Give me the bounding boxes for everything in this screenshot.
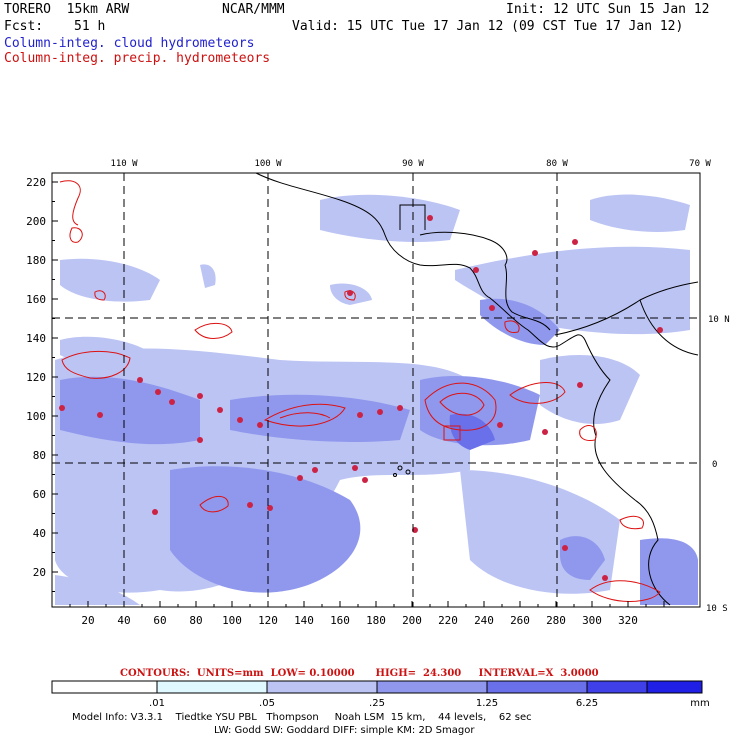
x-tick-label: 240: [474, 614, 494, 627]
precip-cell-sw: [199, 496, 229, 513]
colorbar-label: 6.25: [576, 698, 598, 709]
model-title: TORERO 15km ARW: [4, 2, 130, 17]
precip-box: [443, 425, 461, 441]
galapagos-island-3: [393, 473, 397, 477]
longitude-labels: 110 W 100 W 90 W 80 W 70 W: [110, 159, 711, 169]
y-tick-labels: 220 200 180 160 140 120 100 80 60 40 20: [26, 176, 46, 579]
x-tick-label: 260: [510, 614, 530, 627]
model-info-line1: Model Info: V3.3.1 Tiedtke YSU PBL Thomp…: [72, 712, 532, 723]
precip-cell-colombia: [579, 425, 597, 441]
x-tick-label: 100: [222, 614, 242, 627]
precip-cell-se: [589, 580, 661, 602]
precip-cell-nw1: [59, 180, 81, 226]
latitude-labels: 10 N 0 10 S: [706, 315, 730, 614]
colorbar-bin-6: [586, 680, 648, 694]
lat-label: 10 N: [708, 315, 730, 325]
precip-cell-w1: [61, 350, 131, 379]
y-tick-label: 200: [26, 215, 46, 228]
init-time: Init: 12 UTC Sun 15 Jan 12: [506, 2, 710, 17]
y-tick-label: 60: [33, 488, 46, 501]
lat-label: 10 S: [706, 604, 728, 614]
y-tick-label: 80: [33, 449, 46, 462]
forecast-label: Fcst:: [4, 19, 44, 34]
colorbar-bin-3: [266, 680, 378, 694]
x-tick-label: 80: [189, 614, 202, 627]
y-tick-label: 20: [33, 566, 46, 579]
colorbar-bin-4: [376, 680, 488, 694]
galapagos-island-1: [397, 465, 403, 471]
x-tick-label: 20: [81, 614, 94, 627]
colorbar-bin-7: [646, 680, 703, 694]
colorbar-label: 1.25: [476, 698, 498, 709]
x-tick-label: 220: [438, 614, 458, 627]
lon-label: 100 W: [254, 159, 282, 169]
colorbar-label: .01: [149, 698, 165, 709]
model-info-line2: LW: Godd SW: Goddard DIFF: simple KM: 2D…: [214, 725, 475, 736]
precip-cell-costa-rica: [504, 320, 520, 333]
y-tick-label: 140: [26, 332, 46, 345]
colorbar-label: .05: [259, 698, 275, 709]
galapagos-island-2: [405, 469, 411, 475]
lon-label: 80 W: [546, 159, 568, 169]
precip-band-1-inner: [279, 412, 331, 419]
colorbar-bin-5: [486, 680, 588, 694]
precip-band-1: [263, 403, 346, 427]
y-tick-label: 120: [26, 371, 46, 384]
lat-lon-grid: [52, 173, 700, 607]
precip-cell-nw3: [94, 290, 106, 301]
coastlines: [255, 172, 699, 606]
x-tick-label: 180: [366, 614, 386, 627]
field-precip-label: Column-integ. precip. hydrometeors: [4, 51, 271, 66]
x-tick-label: 140: [294, 614, 314, 627]
precip-cluster-center-inner: [439, 392, 485, 416]
precip-cluster-east: [509, 382, 566, 404]
y-tick-marks: [52, 181, 58, 592]
lat-label: 0: [712, 460, 717, 470]
precip-cluster-center: [424, 382, 497, 431]
honduras-coast: [419, 231, 508, 266]
precip-cell-ecuador: [619, 515, 644, 530]
x-tick-label: 60: [153, 614, 166, 627]
lon-label: 70 W: [689, 159, 711, 169]
x-tick-label: 160: [330, 614, 350, 627]
y-tick-label: 100: [26, 410, 46, 423]
colorbar-labels: .01 .05 .25 1.25 6.25 mm: [149, 698, 710, 709]
field-cloud-label: Column-integ. cloud hydrometeors: [4, 36, 255, 51]
colorbar-bin-2: [156, 680, 268, 694]
lon-label: 110 W: [110, 159, 138, 169]
x-tick-label: 200: [402, 614, 422, 627]
colorbar-label: .25: [369, 698, 385, 709]
y-tick-label: 220: [26, 176, 46, 189]
x-tick-marks: [69, 601, 665, 607]
caribbean-coast: [504, 264, 551, 331]
precip-cell-nw2: [69, 227, 83, 243]
x-tick-label: 300: [582, 614, 602, 627]
pacific-coast: [255, 172, 671, 606]
x-tick-label: 40: [117, 614, 130, 627]
forecast-hours: 51 h: [74, 19, 106, 34]
cloud-shading: [55, 194, 698, 605]
x-tick-labels: 20 40 60 80 100 120 140 160 180 200 220 …: [81, 614, 638, 627]
colorbar-bin-1: [51, 680, 158, 694]
y-tick-label: 160: [26, 293, 46, 306]
lon-label: 90 W: [402, 159, 424, 169]
contour-info: CONTOURS: UNITS=mm LOW= 0.10000 HIGH= 24…: [120, 668, 599, 679]
organization: NCAR/MMM: [222, 2, 285, 17]
precip-cell-w2: [194, 323, 233, 339]
x-tick-label: 320: [618, 614, 638, 627]
precip-contours: [59, 180, 661, 602]
x-tick-label: 120: [258, 614, 278, 627]
colorbar-unit: mm: [690, 698, 709, 709]
colorbar: [51, 680, 703, 694]
y-tick-label: 40: [33, 527, 46, 540]
y-tick-label: 180: [26, 254, 46, 267]
x-tick-label: 280: [546, 614, 566, 627]
valid-time: Valid: 15 UTC Tue 17 Jan 12 (09 CST Tue …: [292, 19, 684, 34]
venezuela-border: [639, 299, 699, 356]
